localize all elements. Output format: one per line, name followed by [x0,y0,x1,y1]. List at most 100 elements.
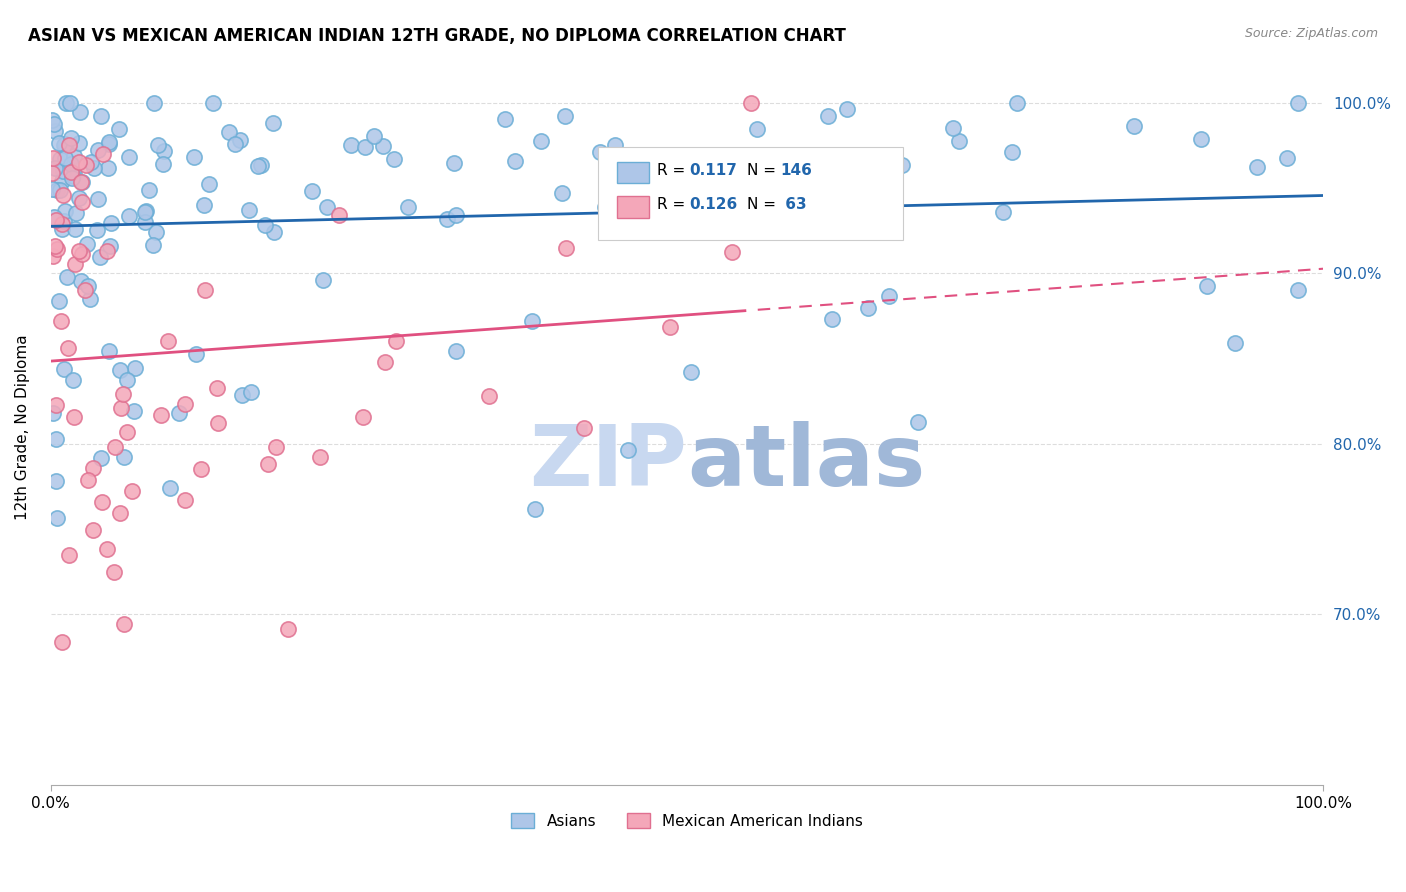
Point [115,373,138,387]
Point [62,169,84,183]
Point [103,565,125,579]
Point [63,168,86,182]
Point [58,548,80,562]
Point [152,157,174,171]
Point [551,186,574,200]
Point [86,143,108,157]
Point [79,292,101,306]
Point [49,314,72,328]
Point [55,95,77,110]
Point [1005,95,1028,110]
Point [193,198,215,212]
Text: Source: ZipAtlas.com: Source: ZipAtlas.com [1244,27,1378,40]
Point [70,175,93,189]
Point [879,289,901,303]
Point [45,432,67,446]
Point [257,457,280,471]
Point [254,218,277,232]
Point [246,159,269,173]
Point [503,154,526,169]
Point [49,183,72,197]
Text: 0.126: 0.126 [689,197,738,212]
Point [374,355,396,369]
Point [112,387,135,401]
Point [229,133,252,147]
Text: R =: R = [657,162,689,178]
Point [97,136,120,150]
Point [250,158,273,172]
Point [145,225,167,239]
Point [83,161,105,175]
Point [65,206,87,220]
Point [48,136,70,150]
Point [354,140,377,154]
Text: 0.117: 0.117 [689,162,738,178]
Point [56,269,79,284]
Point [124,361,146,376]
Point [1286,95,1309,110]
Point [173,493,195,508]
Point [1286,284,1309,298]
Point [150,408,173,422]
Point [328,208,350,222]
Point [52,138,75,153]
Point [720,244,742,259]
Point [135,204,157,219]
Text: 146: 146 [780,162,811,178]
Point [1001,145,1024,160]
Point [890,158,912,172]
Point [51,635,73,649]
Point [1123,119,1146,133]
Point [142,237,165,252]
Point [121,484,143,499]
Point [173,397,195,411]
FancyBboxPatch shape [617,196,650,218]
Point [1189,132,1212,146]
Point [75,158,97,172]
Point [264,440,287,454]
Point [315,200,337,214]
Point [868,165,890,179]
Point [605,138,627,153]
Point [53,152,76,166]
Point [224,136,246,151]
Text: N =: N = [747,162,780,178]
Point [238,203,260,218]
Point [100,216,122,230]
Point [617,217,640,231]
Point [96,244,118,258]
Point [231,388,253,402]
Point [44,238,66,252]
Point [530,134,553,148]
Point [46,510,69,524]
Point [48,294,70,309]
Point [312,273,335,287]
Point [167,406,190,420]
Point [62,373,84,387]
Point [118,209,141,223]
Y-axis label: 12th Grade, No Diploma: 12th Grade, No Diploma [15,334,30,520]
Point [62,410,84,425]
Point [108,363,131,377]
Point [115,425,138,440]
Point [98,136,121,151]
Point [194,283,217,297]
Point [90,109,112,123]
Point [90,451,112,466]
Point [363,129,385,144]
Point [607,185,630,199]
Point [51,173,73,187]
Point [301,185,323,199]
Point [108,121,131,136]
Point [993,205,1015,219]
Point [52,164,75,178]
Point [63,222,86,236]
Point [858,301,880,315]
Point [617,442,640,457]
Point [948,134,970,148]
Point [478,389,501,403]
Point [91,495,114,509]
Point [277,623,299,637]
Point [882,172,904,186]
Point [837,102,859,116]
